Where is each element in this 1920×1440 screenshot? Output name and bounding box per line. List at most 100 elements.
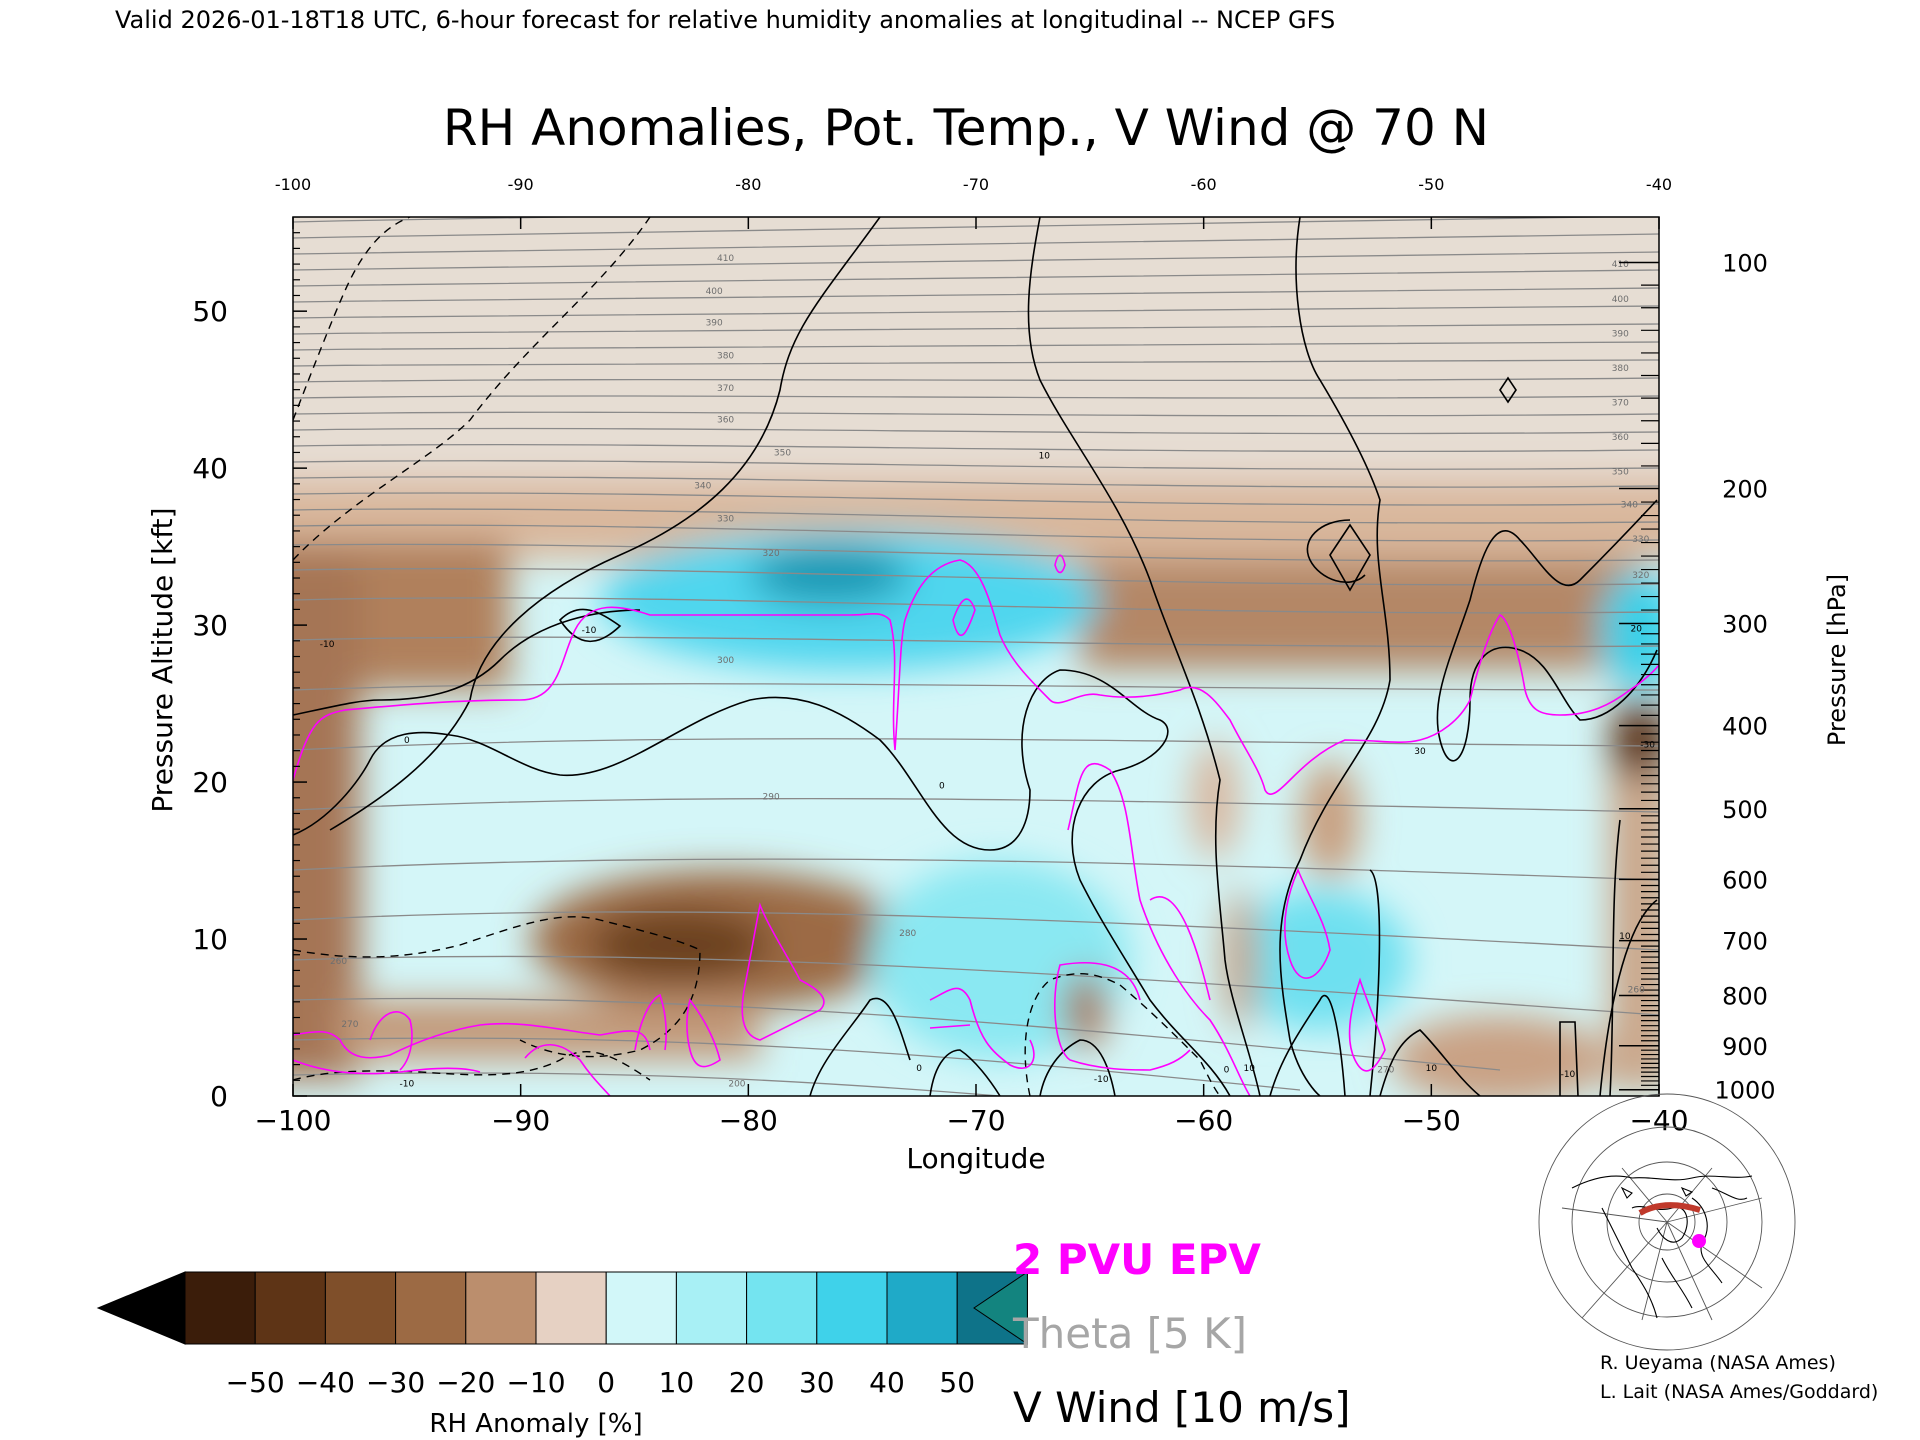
rh-anomaly-field [293,217,1659,1096]
x-top-tick-label: -80 [735,175,761,194]
x-tick-label: −60 [1174,1104,1233,1137]
y-axis-right: 100 200 300 400 500 600 700 800 900 1000 [1619,250,1776,1105]
colorbar-swatch [886,1271,958,1345]
colorbar-label: RH Anomaly [%] [429,1409,642,1439]
wind-contour-label: -10 [582,626,597,636]
y-tick-label: 40 [192,452,228,485]
pressure-tick-label: 600 [1722,866,1768,894]
theta-contour-label: 270 [1377,1065,1394,1075]
pressure-tick-label: 500 [1722,796,1768,824]
wind-contour-label: 10 [1426,1064,1438,1074]
rh-moist-core-center [750,545,910,605]
colorbar-over-arrow [973,1271,1028,1345]
colorbar-tick-label: 30 [799,1366,835,1399]
theta-labels: 2002602702802903003203303403503603703803… [330,254,1650,1090]
theta-contour-label: 400 [706,287,723,297]
colorbar-under-arrow [96,1271,186,1345]
theta-contour-label: 350 [1612,467,1629,477]
x-top-tick-label: -70 [963,175,989,194]
pressure-tick-label: 200 [1722,476,1768,504]
rh-dry-lower-left-core [590,910,770,980]
rh-dry-streak-d [1222,890,1258,1030]
legend-vwind: V Wind [10 m/s] [1013,1383,1351,1432]
pressure-tick-label: 1000 [1714,1077,1775,1105]
colorbar-swatch [675,1271,748,1345]
rh-dry-streak-a [1190,740,1240,860]
theta-contour-label: 360 [1612,433,1629,443]
theta-contour-label: 260 [330,957,347,967]
theta-contour-label: 350 [774,449,791,459]
v-wind-contours [293,217,1658,1096]
y-tick-label: 10 [192,923,228,956]
rh-moist-east [1600,570,1659,690]
theta-contour-label: 260 [1628,985,1645,995]
colorbar-tick-label: 50 [939,1366,975,1399]
theta-contour-label: 320 [763,549,780,559]
locator-map-inset [1538,1093,1796,1351]
theta-contour-label: 330 [1632,535,1649,545]
credit-line-2: L. Lait (NASA Ames/Goddard) [1600,1381,1878,1403]
colorbar-tick-label: 20 [729,1366,765,1399]
wind-contour-label: -10 [399,1080,414,1090]
colorbar-swatch [465,1271,537,1345]
y-tick-label: 50 [192,295,228,328]
theta-contour-label: 360 [717,416,734,426]
colorbar-swatch [816,1271,888,1345]
wind-labels: -10 -10 0 0 10 -10 -10 0 0 10 10 -10 10 30 20 -30 [320,452,1655,1090]
theta-contour-label: 330 [717,515,734,525]
rh-dry-streak-b [1300,760,1360,880]
colorbar-tick-label: −20 [436,1366,495,1399]
chart-title: RH Anomalies, Pot. Temp., V Wind @ 70 N [443,99,1489,157]
wind-contour-label: -30 [1640,741,1655,751]
y-tick-label: 30 [192,609,228,642]
locator-track [1638,1202,1701,1216]
colorbar-swatch [535,1271,607,1345]
x-top-tick-label: -40 [1646,175,1672,194]
wind-contour-label: -10 [320,640,335,650]
pressure-tick-label: 100 [1722,250,1768,278]
colorbar: −50 −40 −30 −20 −10 0 10 20 30 40 50 [96,1271,1028,1399]
theta-contour-label: 200 [728,1080,745,1090]
x-tick-label: −100 [255,1104,332,1137]
wind-contour-label: 20 [1631,624,1643,634]
wind-contour-label: 10 [1619,932,1631,942]
locator-marker [1692,1234,1706,1248]
theta-contour-label: 270 [341,1020,358,1030]
colorbar-swatch [605,1271,677,1345]
legend-epv: 2 PVU EPV [1013,1235,1261,1284]
x-top-tick-label: -100 [275,175,311,194]
wind-contour-label: 0 [916,1064,922,1074]
pressure-tick-label: 800 [1722,983,1768,1011]
y-tick-label: 20 [192,766,228,799]
epv-contours [293,554,1659,1096]
pressure-tick-label: 300 [1722,611,1768,639]
header-title: Valid 2026-01-18T18 UTC, 6-hour forecast… [115,6,1335,34]
credit-line-1: R. Ueyama (NASA Ames) [1600,1352,1836,1374]
rh-dry-streak-c [1063,970,1107,1050]
theta-contour-label: 290 [763,792,780,802]
legend-theta: Theta [5 K] [1012,1309,1247,1358]
theta-contour-label: 300 [717,656,734,666]
theta-contour-label: 380 [717,351,734,361]
theta-contour-label: 370 [1612,398,1629,408]
rh-dry-west-column [293,560,360,1080]
wind-contour-label: 0 [1224,1065,1230,1075]
wind-contour-label: -10 [1561,1070,1576,1080]
colorbar-tick-label: −30 [366,1366,425,1399]
wind-contour-label: -10 [1094,1075,1109,1085]
x-tick-label: −50 [1402,1104,1461,1137]
locator-map-frame [1562,1168,1762,1320]
pressure-tick-label: 900 [1722,1033,1768,1061]
colorbar-swatch [746,1271,818,1345]
x-top-tick-label: -50 [1418,175,1444,194]
x-tick-label: −40 [1629,1104,1688,1137]
colorbar-tick-label: 10 [659,1366,695,1399]
theta-contour-label: 400 [1612,295,1629,305]
x-top-tick-label: -90 [508,175,534,194]
rh-dry-band-west [293,540,510,690]
colorbar-tick-label: −40 [296,1366,355,1399]
y-axis-label: Pressure Altitude [kft] [146,507,179,812]
theta-contour-label: 390 [1612,329,1629,339]
x-axis-label: Longitude [906,1142,1045,1175]
